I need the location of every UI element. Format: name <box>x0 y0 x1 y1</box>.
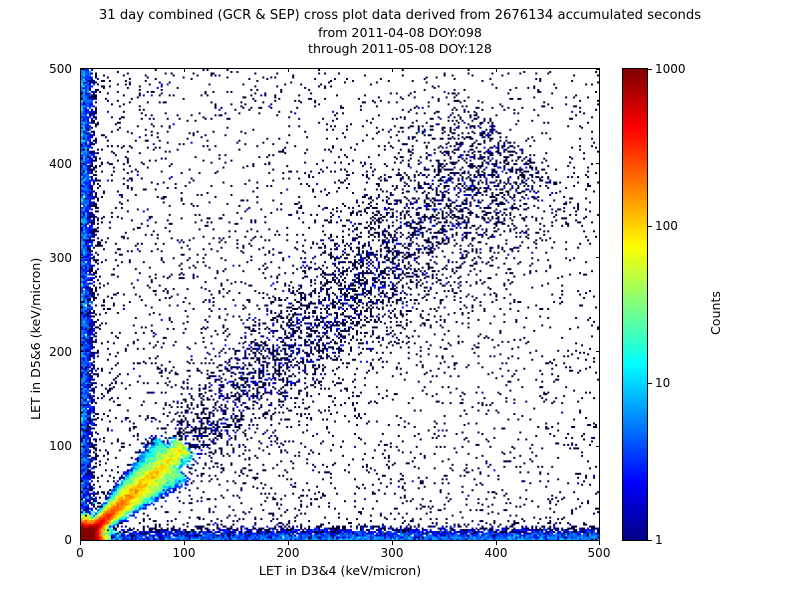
yticklabel-0: 0 <box>64 533 72 547</box>
xtick-top-200 <box>288 68 289 72</box>
colorbar-gradient <box>623 69 647 540</box>
xtick-top-300 <box>392 68 393 72</box>
colorbar-ticklabel-1: 1 <box>655 533 663 547</box>
ytick-200 <box>80 351 84 352</box>
colorbar-tick-100 <box>648 226 652 227</box>
yticklabel-400: 400 <box>49 157 72 171</box>
ytick-right-300 <box>596 257 600 258</box>
xtick-300 <box>392 541 393 545</box>
x-axis-label: LET in D3&4 (keV/micron) <box>258 563 422 578</box>
ytick-400 <box>80 163 84 164</box>
xtick-top-400 <box>496 68 497 72</box>
colorbar-ticklabel-10: 10 <box>655 376 671 390</box>
ytick-right-0 <box>596 540 600 541</box>
colorbar-tick-1 <box>648 540 652 541</box>
colorbar-axis-label: Counts <box>708 291 723 335</box>
xtick-top-100 <box>184 68 185 72</box>
ytick-100 <box>80 446 84 447</box>
colorbar-ticklabel-1000: 1000 <box>655 62 686 76</box>
ytick-300 <box>80 257 84 258</box>
xticklabel-100: 100 <box>172 546 196 560</box>
ytick-right-200 <box>596 351 600 352</box>
xtick-400 <box>496 541 497 545</box>
yticklabel-500: 500 <box>49 62 72 76</box>
yticklabel-300: 300 <box>49 251 72 265</box>
chart-title-block: 31 day combined (GCR & SEP) cross plot d… <box>0 8 800 58</box>
xticklabel-300: 300 <box>380 546 404 560</box>
yticklabel-100: 100 <box>49 439 72 453</box>
chart-subtitle-from: from 2011-04-08 DOY:098 <box>318 24 482 40</box>
xticklabel-200: 200 <box>276 546 300 560</box>
xtick-top-500 <box>599 68 600 72</box>
ytick-right-100 <box>596 446 600 447</box>
scatter-canvas <box>81 69 599 540</box>
xtick-500 <box>599 541 600 545</box>
xtick-top-0 <box>80 68 81 72</box>
yticklabel-200: 200 <box>49 345 72 359</box>
chart-subtitle-through: through 2011-05-08 DOY:128 <box>308 41 492 56</box>
colorbar <box>622 68 648 541</box>
xtick-100 <box>184 541 185 545</box>
ytick-0 <box>80 540 84 541</box>
xticklabel-400: 400 <box>484 546 508 560</box>
colorbar-ticklabel-100: 100 <box>655 219 678 233</box>
xtick-0 <box>80 541 81 545</box>
colorbar-tick-10 <box>648 383 652 384</box>
colorbar-tick-1000 <box>648 69 652 70</box>
plot-area <box>80 68 600 541</box>
ytick-right-500 <box>596 69 600 70</box>
ytick-right-400 <box>596 163 600 164</box>
ytick-500 <box>80 69 84 70</box>
xticklabel-500: 500 <box>587 546 611 560</box>
xtick-200 <box>288 541 289 545</box>
xticklabel-0: 0 <box>76 546 84 560</box>
y-axis-label: LET in D5&6 (keV/micron) <box>28 257 43 420</box>
page-title: 31 day combined (GCR & SEP) cross plot d… <box>98 8 702 23</box>
